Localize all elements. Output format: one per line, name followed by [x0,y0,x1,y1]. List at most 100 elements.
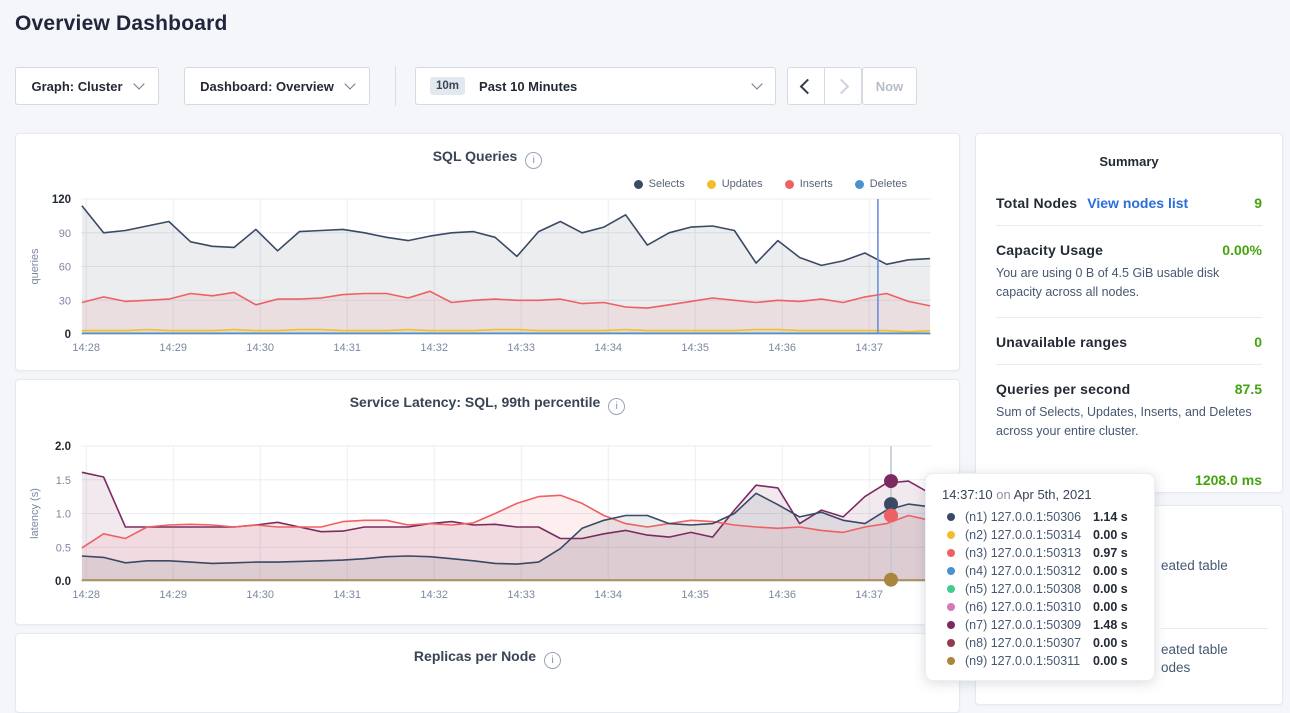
tooltip-node-value: 0.00 s [1093,582,1128,596]
node-color-dot-icon [947,639,955,647]
tooltip-node-label: (n6) 127.0.0.1:50310 [965,600,1082,614]
svg-text:1.5: 1.5 [56,475,71,487]
tooltip-node-value: 0.00 s [1093,600,1128,614]
svg-text:14:28: 14:28 [72,589,100,601]
svg-text:14:35: 14:35 [681,589,709,601]
event-item-fragment[interactable]: eated table [1161,642,1228,657]
svg-text:14:32: 14:32 [420,342,448,354]
chart-title: Service Latency: SQL, 99th percentile [349,394,601,410]
time-range-label: Past 10 Minutes [479,78,578,94]
tooltip-node-row: (n2) 127.0.0.1:50314 0.00 s [942,526,1142,544]
caret-down-icon [132,78,145,90]
view-nodes-link[interactable]: View nodes list [1087,195,1189,211]
chart-legend: Selects Updates Inserts Deletes [633,178,907,190]
tooltip-node-row: (n9) 127.0.0.1:50311 0.00 s [942,652,1142,670]
tooltip-node-row: (n8) 127.0.0.1:50307 0.00 s [942,634,1142,652]
tooltip-node-label: (n5) 127.0.0.1:50308 [965,582,1082,596]
sql-queries-chart[interactable]: 0 30 60 90 120 14:28 14:29 14:30 14:31 14:32 14:33… [16,134,961,372]
legend-item-selects[interactable]: Selects [633,178,685,190]
tooltip-node-label: (n9) 127.0.0.1:50311 [965,654,1081,668]
tooltip-node-row: (n4) 127.0.0.1:50312 0.00 s [942,562,1142,580]
summary-row-qps: Queries per second 87.5 [996,365,1262,401]
svg-text:14:29: 14:29 [159,589,187,601]
qps-label: Queries per second [996,380,1131,397]
svg-text:1.0: 1.0 [56,509,71,521]
svg-text:14:37: 14:37 [855,342,883,354]
info-icon[interactable]: i [544,652,562,669]
tooltip-node-row: (n5) 127.0.0.1:50308 0.00 s [942,580,1142,598]
tooltip-timestamp: 14:37:10 on Apr 5th, 2021 [942,487,1142,502]
tooltip-on: on [996,487,1011,502]
tooltip-node-value: 0.00 s [1093,636,1128,650]
svg-text:queries: queries [29,248,41,285]
qps-desc: Sum of Selects, Updates, Inserts, and De… [996,404,1252,439]
svg-text:latency (s): latency (s) [29,488,41,539]
svg-text:14:35: 14:35 [681,342,709,354]
now-button[interactable]: Now [862,67,917,105]
svg-text:14:36: 14:36 [768,589,796,601]
tooltip-node-label: (n2) 127.0.0.1:50314 [965,528,1082,542]
svg-text:60: 60 [59,262,71,274]
node-color-dot-icon [947,585,955,593]
svg-text:0.0: 0.0 [55,576,71,588]
dashboard-dropdown[interactable]: Dashboard: Overview [184,67,370,105]
chart-title-row: Service Latency: SQL, 99th percentile i [16,394,959,415]
chart-title: Replicas per Node [413,648,537,664]
page-title: Overview Dashboard [15,12,228,35]
unavailable-label: Unavailable ranges [996,333,1128,350]
toolbar-divider [395,66,396,106]
legend-item-updates[interactable]: Updates [706,178,763,190]
chevron-right-icon [833,78,850,94]
summary-row-capacity: Capacity Usage 0.00% [996,226,1262,262]
tooltip-date: Apr 5th, 2021 [1013,487,1092,502]
info-icon[interactable]: i [608,398,626,415]
summary-row-total-nodes: Total Nodes View nodes list 9 [996,179,1262,226]
time-range-badge: 10m [430,77,466,95]
p99-value: 1208.0 ms [1195,471,1262,488]
sql-queries-card: SQL Queries i Selects Updates Inserts Delete… [15,133,960,371]
tooltip-node-label: (n7) 127.0.0.1:50309 [965,618,1082,632]
tooltip-node-rows: (n1) 127.0.0.1:50306 1.14 s (n2) 127.0.0.1… [942,508,1142,670]
capacity-label: Capacity Usage [996,242,1104,258]
node-color-dot-icon [947,603,955,611]
caret-down-icon [751,78,763,90]
tooltip-node-value: 1.48 s [1093,618,1128,632]
tooltip-node-label: (n8) 127.0.0.1:50307 [965,636,1082,650]
dashboard-dropdown-label: Dashboard: Overview [200,78,334,94]
summary-panel: Summary Total Nodes View nodes list 9 Ca… [975,133,1283,493]
time-prev-button[interactable] [787,67,825,105]
sql-latency-chart[interactable]: 0.0 0.5 1.0 1.5 2.0 14:28 14:29 14:30 14:31 14:32… [16,380,961,626]
tooltip-node-row: (n7) 127.0.0.1:50309 1.48 s [942,616,1142,634]
node-color-dot-icon [947,549,955,557]
summary-row-unavailable: Unavailable ranges 0 [996,318,1262,365]
capacity-desc: You are using 0 B of 4.5 GiB usable disk… [996,262,1262,318]
qps-value: 87.5 [1234,380,1262,397]
svg-text:14:34: 14:34 [594,589,622,601]
chart-title-row: SQL Queries i [16,148,959,169]
time-range-selector[interactable]: 10m Past 10 Minutes [415,67,776,105]
time-next-button[interactable] [824,67,862,105]
legend-item-inserts[interactable]: Inserts [784,178,833,190]
event-item-fragment[interactable]: odes [1161,660,1191,675]
svg-text:14:36: 14:36 [768,342,796,354]
graph-dropdown[interactable]: Graph: Cluster [15,67,159,105]
event-item-fragment[interactable]: eated table [1161,558,1228,573]
node-color-dot-icon [947,621,955,629]
svg-text:14:30: 14:30 [246,342,274,354]
chart-title: SQL Queries [432,148,518,164]
svg-text:14:31: 14:31 [333,589,361,601]
tooltip-time: 14:37:10 [942,487,993,502]
sql-latency-card: Service Latency: SQL, 99th percentile i 0… [15,379,960,625]
chart-hover-tooltip: 14:37:10 on Apr 5th, 2021 (n1) 127.0.0.1… [925,473,1155,681]
svg-text:0: 0 [65,329,71,341]
legend-item-deletes[interactable]: Deletes [854,178,907,190]
legend-dot-icon [706,179,716,189]
legend-dot-icon [784,179,794,189]
tooltip-node-value: 0.97 s [1093,546,1128,560]
node-color-dot-icon [947,513,955,521]
node-color-dot-icon [947,657,955,665]
info-icon[interactable]: i [525,152,543,169]
tooltip-node-label: (n1) 127.0.0.1:50306 [965,510,1082,524]
node-color-dot-icon [947,531,955,539]
svg-text:14:33: 14:33 [507,342,535,354]
